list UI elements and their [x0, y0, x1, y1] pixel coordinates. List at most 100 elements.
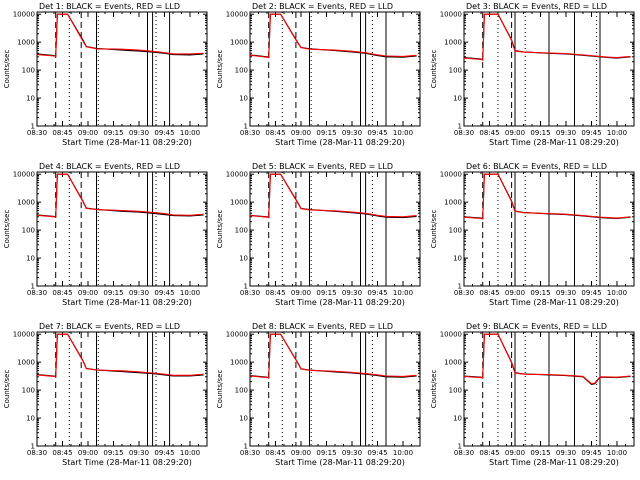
x-tick-label: 08:30 — [27, 289, 47, 297]
plot-frame — [36, 331, 208, 447]
x-tick-label: 09:15 — [530, 449, 550, 457]
x-tick-label: 10:00 — [180, 289, 200, 297]
plot-content — [37, 172, 204, 286]
x-tick-label: 09:15 — [103, 449, 123, 457]
series-lld-line — [464, 333, 631, 385]
x-tick-label: 09:30 — [342, 289, 362, 297]
plot-content — [250, 172, 417, 286]
series-lld-line — [37, 13, 204, 58]
x-tick-label: 09:00 — [505, 129, 525, 137]
y-tick-label: 10 — [26, 415, 35, 423]
series-lld-line — [250, 173, 417, 219]
x-axis-label: Start Time (28-Mar-11 08:29:20) — [62, 138, 192, 147]
chart-title: Det 5: BLACK = Events, RED = LLD — [252, 162, 393, 171]
x-tick-label: 09:15 — [530, 129, 550, 137]
y-tick-label: 100 — [22, 387, 35, 395]
x-tick-label: 08:30 — [454, 449, 474, 457]
detector-chart-6: Det 6: BLACK = Events, RED = LLD Counts/s… — [430, 162, 635, 307]
x-tick-label: 08:45 — [52, 129, 72, 137]
y-tick-label: 10 — [239, 95, 248, 103]
x-tick-label: 08:30 — [454, 289, 474, 297]
x-tick-label: 09:15 — [530, 289, 550, 297]
x-tick-label: 08:30 — [240, 449, 260, 457]
x-tick-label: 09:30 — [129, 289, 149, 297]
y-tick-label: 10000 — [13, 331, 35, 339]
x-tick-label: 09:15 — [316, 449, 336, 457]
chart-title: Det 9: BLACK = Events, RED = LLD — [466, 322, 607, 331]
x-tick-label: 09:30 — [556, 289, 576, 297]
plot-content — [464, 12, 631, 126]
y-tick-label: 10000 — [440, 11, 462, 19]
x-tick-label: 09:00 — [505, 449, 525, 457]
x-tick-label: 10:00 — [607, 129, 627, 137]
y-tick-label: 100 — [235, 227, 248, 235]
y-axis-label: Counts/sec — [430, 370, 438, 409]
chart-title: Det 3: BLACK = Events, RED = LLD — [466, 2, 607, 11]
series-lld-line — [464, 173, 631, 220]
x-tick-label: 09:30 — [129, 129, 149, 137]
x-tick-label: 09:30 — [556, 129, 576, 137]
plot-frame — [36, 171, 208, 287]
detector-chart-7: Det 7: BLACK = Events, RED = LLD Counts/s… — [3, 322, 208, 467]
x-tick-label: 10:00 — [393, 449, 413, 457]
y-tick-label: 1 — [244, 283, 248, 291]
y-tick-label: 1 — [244, 123, 248, 131]
x-tick-label: 10:00 — [393, 129, 413, 137]
y-axis-label: Counts/sec — [430, 50, 438, 89]
x-tick-label: 09:00 — [78, 289, 98, 297]
y-tick-label: 100 — [449, 67, 462, 75]
detector-chart-9: Det 9: BLACK = Events, RED = LLD Counts/s… — [430, 322, 635, 467]
y-tick-label: 10000 — [440, 331, 462, 339]
x-tick-label: 10:00 — [180, 129, 200, 137]
y-tick-label: 1 — [244, 443, 248, 451]
x-tick-label: 08:30 — [27, 449, 47, 457]
y-tick-label: 10 — [453, 255, 462, 263]
y-tick-label: 100 — [22, 67, 35, 75]
y-tick-label: 1000 — [444, 359, 462, 367]
x-axis-label: Start Time (28-Mar-11 08:29:20) — [275, 458, 405, 467]
x-tick-label: 08:30 — [240, 129, 260, 137]
y-tick-label: 10000 — [226, 331, 248, 339]
detector-chart-2: Det 2: BLACK = Events, RED = LLD Counts/s… — [216, 2, 421, 147]
x-axis-label: Start Time (28-Mar-11 08:29:20) — [489, 138, 619, 147]
x-tick-label: 08:30 — [240, 289, 260, 297]
x-tick-label: 09:15 — [103, 129, 123, 137]
y-axis-label: Counts/sec — [3, 210, 11, 249]
x-tick-label: 09:45 — [367, 449, 387, 457]
y-tick-label: 1000 — [444, 39, 462, 47]
y-tick-label: 10 — [453, 95, 462, 103]
x-tick-label: 09:30 — [342, 129, 362, 137]
y-tick-label: 1 — [458, 443, 462, 451]
x-tick-label: 09:45 — [581, 129, 601, 137]
y-tick-label: 10000 — [226, 11, 248, 19]
x-tick-label: 08:45 — [479, 289, 499, 297]
x-tick-label: 09:30 — [556, 449, 576, 457]
x-tick-label: 08:30 — [27, 129, 47, 137]
y-tick-label: 1 — [458, 283, 462, 291]
chart-title: Det 2: BLACK = Events, RED = LLD — [252, 2, 393, 11]
y-tick-label: 100 — [235, 387, 248, 395]
x-tick-label: 09:45 — [154, 129, 174, 137]
x-tick-label: 08:45 — [265, 129, 285, 137]
x-tick-label: 08:45 — [52, 449, 72, 457]
y-tick-label: 100 — [22, 227, 35, 235]
y-tick-label: 10 — [239, 415, 248, 423]
y-tick-label: 100 — [235, 67, 248, 75]
y-tick-label: 1000 — [17, 39, 35, 47]
plot-frame — [36, 11, 208, 127]
series-lld-line — [250, 333, 417, 379]
series-lld-line — [250, 13, 417, 59]
detector-chart-8: Det 8: BLACK = Events, RED = LLD Counts/s… — [216, 322, 421, 467]
x-axis-label: Start Time (28-Mar-11 08:29:20) — [275, 298, 405, 307]
x-tick-label: 09:00 — [291, 289, 311, 297]
plot-content — [37, 12, 204, 126]
x-axis-label: Start Time (28-Mar-11 08:29:20) — [489, 458, 619, 467]
y-tick-label: 100 — [449, 387, 462, 395]
plot-content — [464, 172, 631, 286]
y-tick-label: 1000 — [444, 199, 462, 207]
x-axis-label: Start Time (28-Mar-11 08:29:20) — [62, 458, 192, 467]
y-tick-label: 1000 — [230, 39, 248, 47]
series-lld-line — [37, 173, 204, 218]
detector-chart-3: Det 3: BLACK = Events, RED = LLD Counts/s… — [430, 2, 635, 147]
